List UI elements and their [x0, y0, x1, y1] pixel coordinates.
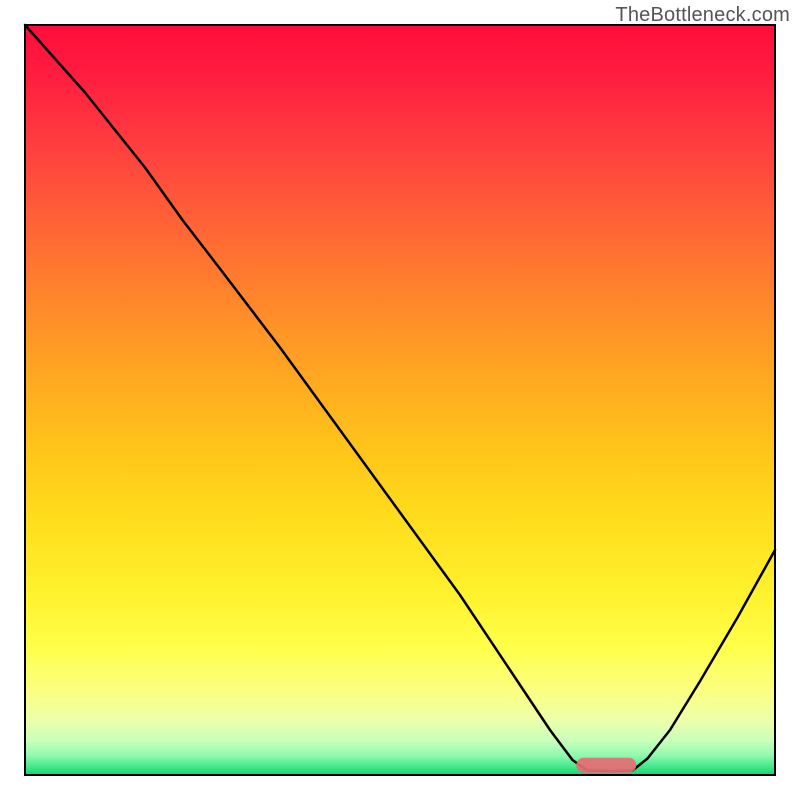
chart-root: TheBottleneck.com: [0, 0, 800, 800]
chart-svg: [0, 0, 800, 800]
gradient-background: [25, 25, 775, 775]
optimal-marker: [576, 758, 636, 773]
